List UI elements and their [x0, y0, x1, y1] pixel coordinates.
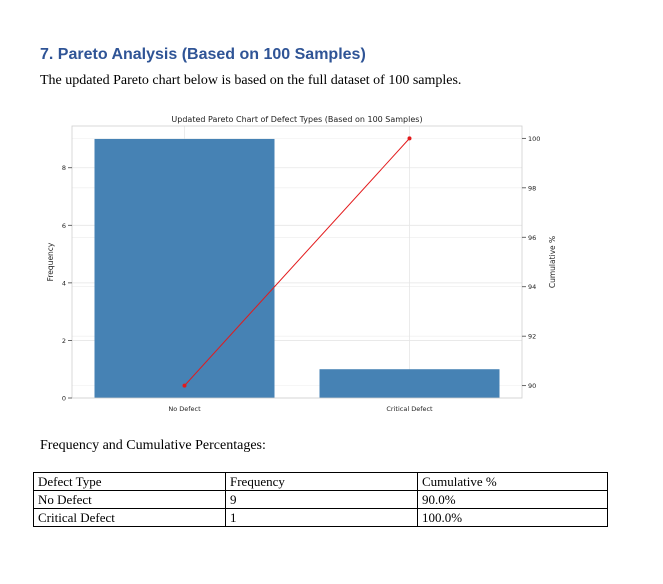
axis-layer: 0 2 4 6 8 90 92 94 96 98 100 No Defect Critical Defe…: [62, 135, 541, 413]
y2-axis-label: Cumulative %: [548, 236, 557, 288]
y-axis-label: Frequency: [46, 242, 55, 281]
pareto-chart-svg: Updated Pareto Chart of Defect Types (Ba…: [46, 115, 557, 413]
table-header-row: Defect Type Frequency Cumulative %: [33, 472, 608, 491]
pareto-chart: Updated Pareto Chart of Defect Types (Ba…: [40, 108, 620, 420]
plot-frame: [71, 125, 523, 399]
section-heading: 7. Pareto Analysis (Based on 100 Samples…: [40, 46, 366, 63]
y2-tick-label: 92: [528, 333, 536, 341]
header-frequency: Frequency: [225, 472, 418, 491]
y2-tick-label: 94: [528, 283, 536, 291]
y2-tick-label: 100: [528, 135, 540, 143]
section-intro: The updated Pareto chart below is based …: [40, 73, 462, 88]
y-tick-label: 0: [62, 395, 66, 403]
y-tick-label: 6: [62, 222, 66, 230]
cell-defect-type: No Defect: [33, 490, 226, 509]
cell-cumulative: 100.0%: [417, 508, 608, 527]
bar-no-defect: [94, 138, 275, 398]
cumulative-point: [182, 383, 187, 388]
y-tick-label: 8: [62, 164, 66, 172]
y2-tick-label: 90: [528, 382, 536, 390]
y-tick-label: 2: [62, 337, 66, 345]
x-tick-label: No Defect: [168, 405, 201, 413]
y-tick-label: 4: [62, 279, 66, 287]
y2-tick-label: 96: [528, 234, 536, 242]
cumulative-point: [407, 136, 412, 141]
line-layer: [182, 136, 412, 388]
y2-tick-label: 98: [528, 184, 536, 192]
chart-title: Updated Pareto Chart of Defect Types (Ba…: [171, 115, 422, 124]
cumulative-line: [184, 138, 410, 386]
cell-frequency: 9: [225, 490, 418, 509]
bar-layer: [94, 138, 500, 398]
cell-frequency: 1: [225, 508, 418, 527]
cell-defect-type: Critical Defect: [33, 508, 226, 527]
frequency-heading: Frequency and Cumulative Percentages:: [40, 438, 266, 453]
table-row: No Defect 9 90.0%: [33, 490, 608, 509]
cell-cumulative: 90.0%: [417, 490, 608, 509]
table-row: Critical Defect 1 100.0%: [33, 508, 608, 527]
x-tick-label: Critical Defect: [386, 405, 433, 413]
bar-critical-defect: [319, 369, 500, 398]
frequency-table: Defect Type Frequency Cumulative % No De…: [33, 472, 608, 527]
header-defect-type: Defect Type: [33, 472, 226, 491]
header-cumulative: Cumulative %: [417, 472, 608, 491]
